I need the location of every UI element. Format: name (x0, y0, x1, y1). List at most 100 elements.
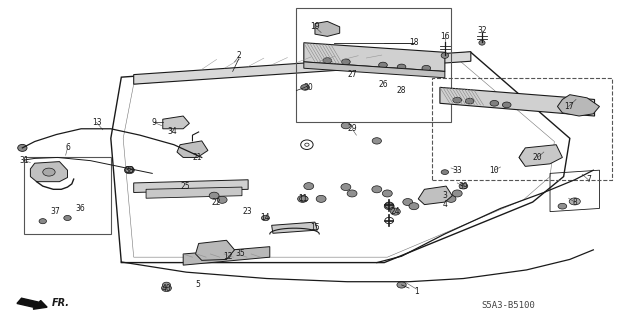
Polygon shape (519, 145, 562, 166)
Text: 40: 40 (162, 284, 171, 292)
Polygon shape (557, 95, 600, 116)
Text: 22: 22 (211, 197, 221, 206)
Text: 4: 4 (443, 200, 447, 209)
Text: 7: 7 (586, 175, 591, 184)
Ellipse shape (125, 167, 135, 174)
Ellipse shape (316, 196, 326, 202)
Polygon shape (418, 186, 452, 204)
Polygon shape (304, 43, 445, 71)
Ellipse shape (342, 59, 350, 65)
Text: 17: 17 (564, 102, 574, 111)
Text: 13: 13 (92, 118, 102, 127)
Polygon shape (315, 21, 340, 36)
Ellipse shape (409, 203, 419, 210)
Text: 25: 25 (180, 182, 190, 191)
Text: 19: 19 (310, 22, 320, 31)
Ellipse shape (379, 62, 388, 68)
Ellipse shape (64, 215, 71, 220)
Ellipse shape (422, 65, 431, 71)
Text: 16: 16 (440, 32, 450, 41)
Ellipse shape (441, 52, 448, 58)
Ellipse shape (209, 192, 219, 199)
Ellipse shape (397, 282, 406, 288)
Polygon shape (440, 87, 595, 116)
Ellipse shape (384, 203, 394, 210)
Ellipse shape (372, 138, 381, 144)
Ellipse shape (465, 98, 474, 104)
Text: 27: 27 (347, 70, 357, 79)
Text: 14: 14 (260, 213, 270, 222)
Ellipse shape (39, 219, 46, 224)
FancyArrow shape (17, 298, 47, 309)
Ellipse shape (341, 123, 350, 129)
Ellipse shape (403, 198, 413, 205)
Text: 9: 9 (152, 118, 156, 127)
Polygon shape (163, 116, 189, 129)
Ellipse shape (391, 208, 401, 215)
Ellipse shape (341, 184, 351, 191)
Ellipse shape (125, 166, 134, 173)
Polygon shape (30, 162, 68, 182)
Ellipse shape (304, 183, 314, 190)
Polygon shape (519, 148, 550, 164)
Ellipse shape (372, 186, 382, 193)
Ellipse shape (299, 196, 308, 202)
Ellipse shape (18, 144, 27, 151)
Ellipse shape (162, 282, 170, 288)
Ellipse shape (217, 196, 227, 203)
Ellipse shape (397, 64, 406, 70)
Ellipse shape (453, 97, 461, 103)
Text: 8: 8 (572, 197, 577, 206)
Text: 38: 38 (125, 166, 134, 175)
Text: 12: 12 (224, 252, 233, 261)
Ellipse shape (347, 190, 357, 197)
Ellipse shape (262, 215, 270, 221)
Text: 6: 6 (65, 143, 70, 152)
Ellipse shape (162, 284, 172, 292)
Ellipse shape (446, 196, 456, 202)
Polygon shape (272, 222, 317, 233)
Polygon shape (183, 247, 270, 265)
Text: S5A3-B5100: S5A3-B5100 (481, 301, 535, 310)
Polygon shape (134, 180, 248, 193)
Text: 5: 5 (195, 280, 200, 289)
Text: 21: 21 (193, 153, 202, 162)
Ellipse shape (502, 102, 511, 108)
Polygon shape (146, 187, 242, 198)
Text: 24: 24 (391, 207, 400, 216)
Polygon shape (134, 52, 471, 84)
Ellipse shape (569, 198, 580, 205)
Text: 2: 2 (236, 51, 241, 60)
Text: 39: 39 (459, 182, 468, 191)
Text: 29: 29 (347, 124, 357, 133)
Text: 23: 23 (242, 207, 252, 216)
Text: 20: 20 (533, 153, 542, 162)
Text: 11: 11 (298, 194, 308, 204)
Text: 30: 30 (304, 83, 314, 92)
Polygon shape (304, 62, 445, 78)
Text: 37: 37 (50, 207, 60, 216)
Ellipse shape (558, 203, 567, 209)
Ellipse shape (43, 168, 55, 176)
Text: 15: 15 (310, 223, 320, 232)
Text: FR.: FR. (51, 298, 69, 308)
Text: 1: 1 (414, 287, 418, 296)
Ellipse shape (323, 58, 332, 63)
Ellipse shape (490, 100, 498, 106)
Text: 32: 32 (477, 26, 487, 35)
Text: 28: 28 (397, 86, 406, 95)
Polygon shape (195, 240, 234, 260)
Ellipse shape (452, 190, 462, 197)
Ellipse shape (298, 196, 308, 202)
Text: 34: 34 (168, 127, 177, 136)
Text: 3: 3 (443, 191, 447, 200)
Ellipse shape (441, 170, 448, 174)
Text: 10: 10 (490, 166, 499, 175)
Ellipse shape (383, 190, 392, 197)
Text: 33: 33 (453, 166, 462, 175)
Ellipse shape (301, 84, 309, 90)
Text: 35: 35 (236, 249, 246, 258)
Polygon shape (177, 141, 208, 157)
Text: 26: 26 (378, 80, 388, 89)
Text: 18: 18 (409, 38, 419, 47)
